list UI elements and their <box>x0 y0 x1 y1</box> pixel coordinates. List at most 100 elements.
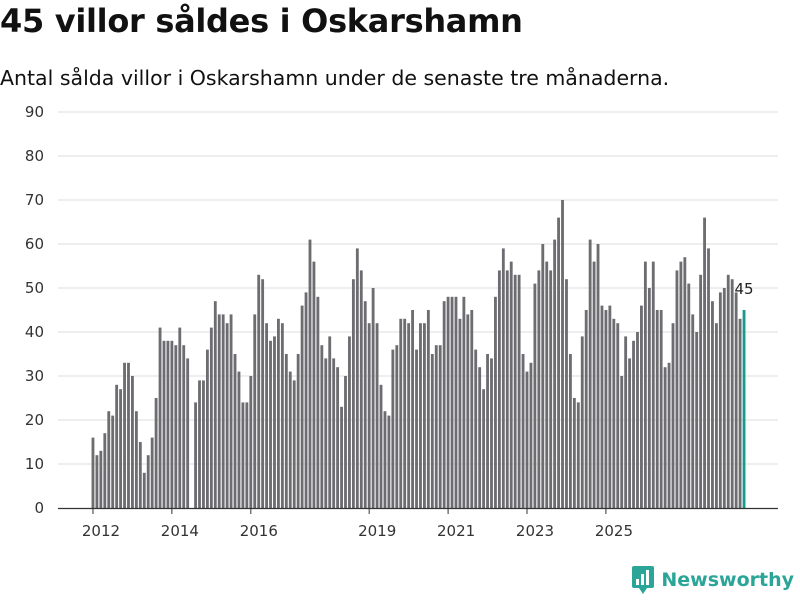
bar <box>553 239 557 508</box>
bar <box>430 354 434 508</box>
bar <box>158 327 162 508</box>
bar <box>166 340 170 508</box>
bar <box>683 257 687 508</box>
bar <box>217 314 221 508</box>
bar <box>304 292 308 508</box>
bar <box>537 270 541 508</box>
bar <box>450 296 454 508</box>
annotations: 45 <box>734 280 753 298</box>
bar <box>146 455 150 508</box>
bar <box>115 384 119 508</box>
bar <box>628 358 632 508</box>
bar <box>292 380 296 508</box>
bar <box>107 411 111 508</box>
y-tick-label: 30 <box>25 367 44 385</box>
bar <box>280 323 284 508</box>
bar <box>288 371 292 508</box>
bar <box>379 384 383 508</box>
bar <box>316 296 320 508</box>
bar <box>470 310 474 508</box>
bar <box>123 362 126 508</box>
bar <box>624 336 628 508</box>
bar <box>501 248 505 508</box>
bar <box>640 305 643 508</box>
bar <box>221 314 225 508</box>
bar <box>687 283 691 508</box>
bar <box>525 371 529 508</box>
bar <box>454 296 458 508</box>
bar <box>351 279 355 508</box>
bar <box>497 270 501 508</box>
bar <box>458 318 462 508</box>
bar-latest <box>742 310 746 508</box>
bar <box>265 323 269 508</box>
bar <box>651 261 655 508</box>
bar <box>355 248 359 508</box>
bar <box>174 345 178 508</box>
bar <box>95 455 99 508</box>
y-tick-label: 20 <box>25 411 44 429</box>
x-tick-label: 2023 <box>516 522 554 540</box>
bar <box>375 323 379 508</box>
bar <box>714 323 718 508</box>
x-axis: 2012 2014 2016 2019 2021 2023 2025 <box>58 507 778 540</box>
bar <box>707 248 710 508</box>
bar <box>371 288 375 508</box>
bar <box>127 362 130 508</box>
brand-name: Newsworthy <box>661 569 794 591</box>
last-value-label: 45 <box>734 280 753 298</box>
bar <box>284 354 288 508</box>
bar <box>647 288 651 508</box>
y-tick-label: 80 <box>25 147 44 165</box>
bar <box>466 314 470 508</box>
bar <box>671 323 675 508</box>
bar <box>695 332 699 508</box>
x-tick-label: 2012 <box>82 522 120 540</box>
bar <box>194 402 197 508</box>
bar <box>572 398 576 508</box>
newsworthy-logo-icon <box>632 566 655 594</box>
bar <box>273 336 276 508</box>
bar <box>655 310 659 508</box>
bar <box>545 261 549 508</box>
bar <box>391 349 395 508</box>
bar <box>178 327 182 508</box>
bar <box>241 402 245 508</box>
bar <box>675 270 679 508</box>
bar <box>344 376 347 508</box>
bar <box>186 358 190 508</box>
bar <box>442 301 446 508</box>
bar <box>612 318 616 508</box>
x-tick-label: 2025 <box>595 522 633 540</box>
bar <box>643 261 647 508</box>
bar <box>213 301 217 508</box>
newsworthy-brand[interactable]: Newsworthy <box>631 564 794 596</box>
bar <box>608 305 612 508</box>
bar <box>667 362 671 508</box>
bar <box>320 345 324 508</box>
bar <box>568 354 572 508</box>
bar <box>245 402 249 508</box>
bar <box>324 358 328 508</box>
bar <box>154 398 158 508</box>
bar <box>592 261 596 508</box>
bar <box>636 332 639 508</box>
bar <box>131 376 134 508</box>
bar <box>517 274 521 508</box>
bar <box>419 323 422 508</box>
bar <box>565 279 568 508</box>
bar <box>722 288 726 508</box>
y-tick-label: 0 <box>34 499 44 517</box>
bar <box>170 340 174 508</box>
bar <box>142 472 146 508</box>
bar <box>237 371 241 508</box>
bar <box>300 305 304 508</box>
bar <box>261 279 265 508</box>
bar <box>734 292 738 508</box>
y-tick-label: 40 <box>25 323 44 341</box>
bar <box>328 336 332 508</box>
bar <box>253 314 257 508</box>
bar <box>426 310 430 508</box>
bar <box>726 274 730 508</box>
